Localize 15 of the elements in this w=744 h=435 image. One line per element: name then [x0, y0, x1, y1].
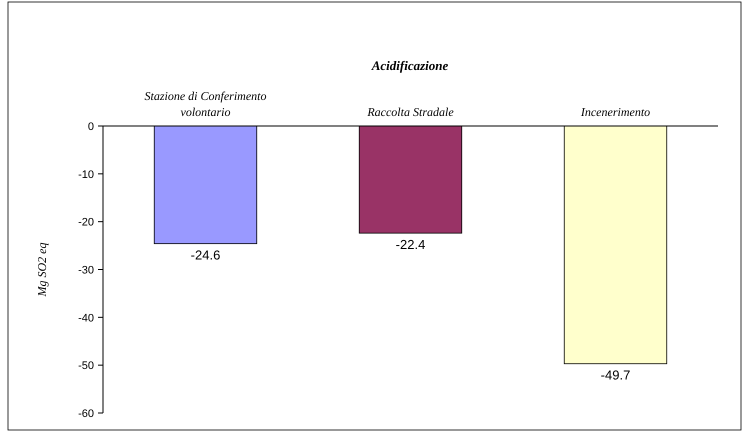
- y-tick-label: -50: [78, 360, 94, 372]
- y-tick-label: -30: [78, 264, 94, 276]
- data-label: -24.6: [190, 248, 220, 263]
- data-label: -22.4: [396, 237, 426, 252]
- data-label: -49.7: [600, 368, 630, 383]
- x-tick-label: Incenerimento: [580, 105, 650, 119]
- y-axis-title: Mg SO2 eq: [35, 242, 49, 298]
- x-tick-label: Raccolta Stradale: [366, 105, 454, 119]
- x-tick-label: Stazione di Conferimento volontario: [144, 89, 266, 119]
- y-tick-label: -60: [78, 408, 94, 420]
- chart-title: Acidificazione: [370, 58, 449, 73]
- y-tick-label: -20: [78, 216, 94, 229]
- y-tick-label: -40: [78, 312, 94, 324]
- y-tick-label: 0: [88, 121, 94, 133]
- y-tick-label: -10: [78, 168, 94, 181]
